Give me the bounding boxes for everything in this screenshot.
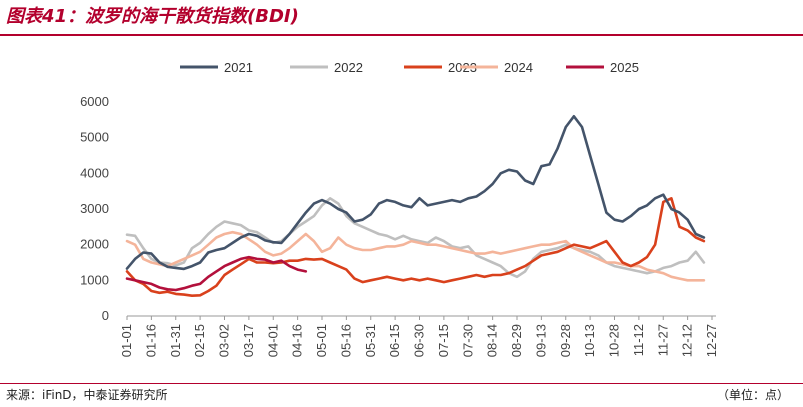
chart-legend: 20212022202320242025 — [180, 60, 639, 75]
x-tick-label: 09-13 — [533, 324, 548, 357]
x-tick-label: 12-27 — [704, 324, 719, 357]
x-tick-label: 01-31 — [168, 324, 183, 357]
x-tick-label: 07-15 — [436, 324, 451, 357]
x-tick-label: 02-15 — [192, 324, 207, 357]
x-tick-label: 09-28 — [558, 324, 573, 357]
x-tick-label: 11-12 — [631, 324, 646, 356]
x-tick-label: 01-01 — [119, 324, 134, 357]
series-line-2022 — [125, 197, 706, 279]
y-axis: 0 1000 2000 3000 4000 5000 6000 — [80, 94, 109, 323]
x-tick-label: 08-29 — [509, 324, 524, 357]
bdi-line-chart: 20212022202320242025 0100020003000400050… — [80, 60, 719, 357]
x-axis: 01-01 01-16 01-31 02-15 03-02 03-17 04-01 04-16… — [119, 315, 719, 357]
x-tick-label: 08-14 — [485, 324, 500, 357]
x-tick-label: 05-01 — [314, 324, 329, 357]
legend-label-2021: 2021 — [224, 60, 253, 75]
y-tick-label: 3000 — [80, 201, 109, 216]
x-tick-label: 05-31 — [363, 324, 378, 357]
x-tick-label: 03-17 — [241, 324, 256, 357]
x-tick-label: 01-16 — [143, 324, 158, 357]
series-line-2024 — [125, 230, 706, 282]
y-tick-label: 1000 — [80, 272, 109, 287]
x-tick-label: 10-13 — [582, 324, 597, 357]
series-line-2021 — [125, 115, 706, 271]
unit-note: （单位：点） — [716, 388, 789, 402]
y-tick-label: 6000 — [80, 94, 109, 109]
x-tick-label: 11-27 — [655, 324, 670, 356]
source-note: 来源：iFinD，中泰证券研究所 — [6, 388, 168, 402]
y-tick-label: 4000 — [80, 165, 109, 180]
footer-divider — [0, 383, 803, 384]
legend-label-2024: 2024 — [504, 60, 533, 75]
legend-label-2025: 2025 — [610, 60, 639, 75]
legend-label-2022: 2022 — [334, 60, 363, 75]
x-tick-label: 12-12 — [680, 324, 695, 357]
y-tick-label: 0 — [102, 308, 109, 323]
x-tick-label: 06-30 — [412, 324, 427, 357]
x-tick-label: 07-30 — [460, 324, 475, 357]
plot-area — [125, 115, 706, 298]
y-tick-label: 5000 — [80, 130, 109, 145]
title-divider — [0, 34, 803, 36]
series-line-2025 — [125, 255, 308, 292]
series-line-2023 — [125, 197, 706, 298]
x-tick-label: 06-15 — [387, 324, 402, 357]
x-tick-label: 04-01 — [265, 324, 280, 357]
x-tick-label: 05-16 — [338, 324, 353, 357]
x-tick-label: 10-28 — [607, 324, 622, 357]
figure-title: 图表41：波罗的海干散货指数(BDI) — [6, 6, 299, 27]
y-tick-label: 2000 — [80, 237, 109, 252]
x-tick-label: 03-02 — [217, 324, 232, 357]
x-tick-label: 04-16 — [290, 324, 305, 357]
